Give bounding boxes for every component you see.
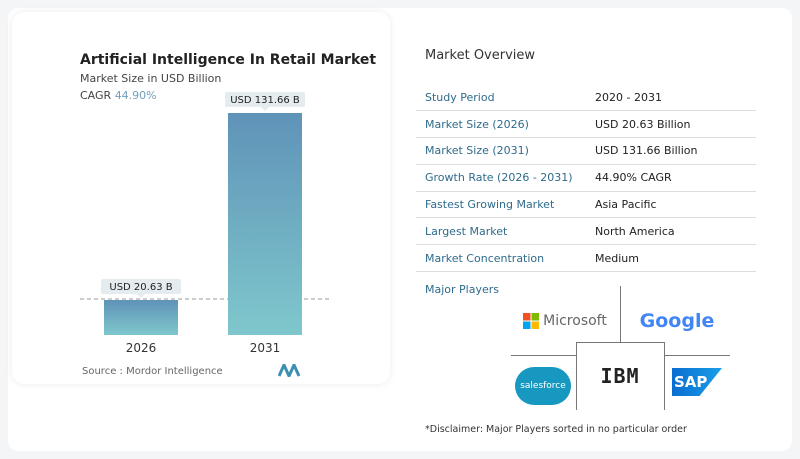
market-overview-title: Market Overview — [425, 48, 536, 63]
overview-value: Asia Pacific — [586, 191, 756, 219]
data-label-pointer — [137, 294, 145, 298]
bar-2031 — [228, 113, 302, 335]
chart-title: Artificial Intelligence In Retail Market — [80, 52, 377, 68]
overview-table: Study Period 2020 - 2031 Market Size (2026… — [416, 84, 756, 273]
overview-value: 44.90% CAGR — [586, 164, 756, 192]
overview-key: Market Concentration — [416, 244, 586, 273]
cagr-value: 44.90% — [114, 89, 157, 102]
disclaimer: *Disclaimer: Major Players sorted in no … — [425, 424, 687, 435]
x-tick-label: 2026 — [126, 341, 157, 355]
chart-subtitle: Market Size in USD Billion — [80, 72, 222, 85]
bar-chart: USD 20.63 B 2026 USD 131.66 B 2031 — [80, 92, 330, 355]
overview-value: North America — [586, 217, 756, 246]
overview-key: Growth Rate (2026 - 2031) — [416, 164, 586, 192]
data-label-bg — [225, 92, 305, 107]
mordor-logo-icon — [278, 364, 301, 377]
microsoft-logo: Microsoft — [520, 310, 610, 332]
overview-key: Largest Market — [416, 217, 586, 246]
source: Source : Mordor Intelligence — [82, 366, 223, 377]
data-label-bg — [101, 279, 181, 294]
overview-row: Study Period 2020 - 2031 — [416, 84, 756, 112]
overview-row: Market Size (2026) USD 20.63 Billion — [416, 110, 756, 139]
overview-row: Fastest Growing Market Asia Pacific — [416, 191, 756, 219]
microsoft-squares-icon — [523, 313, 540, 329]
x-tick-label: 2031 — [250, 341, 281, 355]
overview-row: Market Concentration Medium — [416, 244, 756, 273]
data-label-pointer — [261, 107, 269, 111]
chart-panel — [12, 12, 390, 384]
overview-row: Largest Market North America — [416, 217, 756, 246]
overview-row: Market Size (2031) USD 131.66 Billion — [416, 137, 756, 165]
data-label: USD 20.63 B — [109, 282, 172, 293]
overview-key: Market Size (2031) — [416, 137, 586, 165]
bar-2026 — [104, 300, 178, 335]
salesforce-logo: salesforce — [515, 367, 571, 405]
cagr: CAGR 44.90% — [80, 89, 157, 102]
overview-key: Study Period — [416, 84, 586, 112]
overview-row: Growth Rate (2026 - 2031) 44.90% CAGR — [416, 164, 756, 192]
overview-key: Fastest Growing Market — [416, 191, 586, 219]
ibm-logo: IBM — [600, 364, 640, 388]
overview-key: Market Size (2026) — [416, 110, 586, 139]
overview-value: 2020 - 2031 — [586, 84, 756, 112]
major-players-label: Major Players — [425, 283, 499, 296]
overview-value: Medium — [586, 244, 756, 273]
overview-value: USD 20.63 Billion — [586, 110, 756, 139]
data-label: USD 131.66 B — [230, 95, 300, 106]
cagr-label: CAGR — [80, 89, 112, 102]
overview-value: USD 131.66 Billion — [586, 137, 756, 165]
google-logo: Google — [639, 310, 715, 332]
